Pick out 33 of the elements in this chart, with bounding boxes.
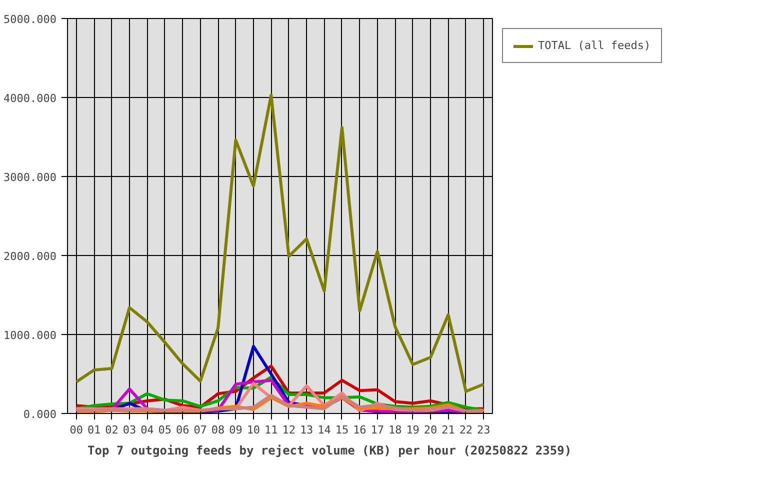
x-tick-label: 18 bbox=[388, 424, 402, 436]
x-tick-label: 06 bbox=[176, 424, 190, 436]
x-tick-label: 01 bbox=[87, 424, 101, 436]
y-tick-label: 3000.000 bbox=[4, 171, 57, 184]
x-tick-label: 12 bbox=[282, 424, 296, 436]
line-series bbox=[74, 94, 486, 393]
x-tick-label: 05 bbox=[158, 424, 172, 436]
x-tick-label: 13 bbox=[300, 424, 314, 436]
x-tick-label: 23 bbox=[477, 424, 490, 436]
x-tick-label: 15 bbox=[335, 424, 349, 436]
x-tick-label: 20 bbox=[424, 424, 438, 436]
y-tick-label: 5000.000 bbox=[4, 13, 57, 26]
x-tick-label: 03 bbox=[122, 424, 136, 436]
x-tick-label: 16 bbox=[353, 424, 366, 436]
x-tick-label: 07 bbox=[194, 424, 207, 436]
x-tick-label: 08 bbox=[211, 424, 225, 436]
legend-label: TOTAL (all feeds) bbox=[538, 39, 651, 52]
x-tick-label: 14 bbox=[318, 424, 332, 436]
x-tick-label: 04 bbox=[140, 424, 154, 436]
x-tick-label: 00 bbox=[70, 424, 83, 436]
x-tick-label: 10 bbox=[246, 424, 260, 436]
x-tick-label: 11 bbox=[264, 424, 278, 436]
y-tick-label: 1000.000 bbox=[4, 329, 57, 342]
x-tick-label: 17 bbox=[370, 424, 384, 436]
x-tick-label: 21 bbox=[442, 424, 455, 436]
y-tick-label: 4000.000 bbox=[4, 92, 57, 105]
x-tick-label: 22 bbox=[459, 424, 473, 436]
y-tick-label: 0.000 bbox=[23, 408, 57, 421]
text: Top 7 outgoing feeds by reject volume (KB) per hour (20250822 2359) bbox=[88, 444, 572, 458]
x-tick-label: 19 bbox=[406, 424, 420, 436]
y-tick-label: 2000.000 bbox=[4, 250, 57, 263]
x-tick-label: 09 bbox=[229, 424, 242, 436]
x-tick-label: 02 bbox=[105, 424, 118, 436]
